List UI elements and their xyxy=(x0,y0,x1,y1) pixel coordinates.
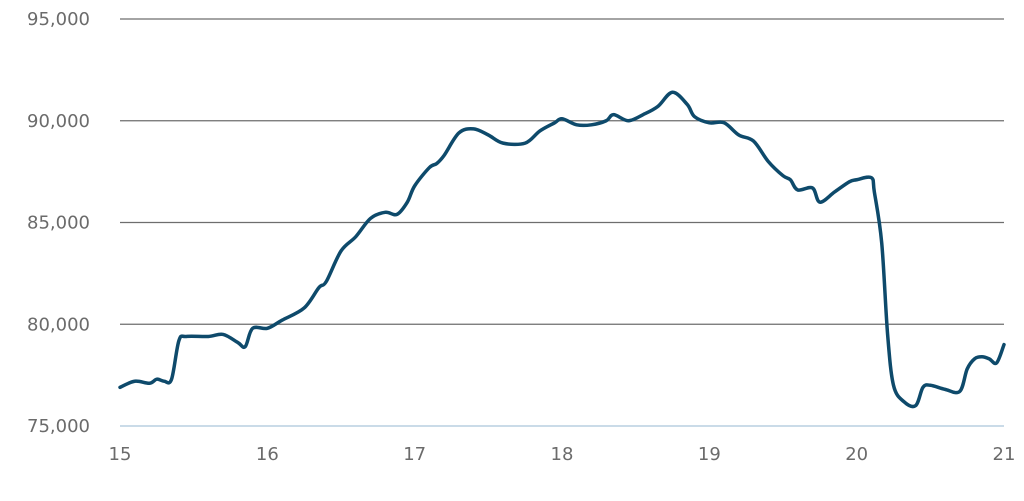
x-tick-label: 20 xyxy=(845,444,868,465)
y-tick-label: 75,000 xyxy=(27,416,90,437)
x-tick-label: 15 xyxy=(109,444,132,465)
x-tick-label: 19 xyxy=(698,444,721,465)
y-tick-label: 80,000 xyxy=(27,314,90,335)
y-tick-label: 90,000 xyxy=(27,111,90,132)
x-tick-label: 21 xyxy=(993,444,1016,465)
series-line xyxy=(118,90,1006,409)
x-tick-label: 16 xyxy=(256,444,279,465)
x-tick-label: 17 xyxy=(403,444,426,465)
axes: 75,000 80,000 85,000 90,000 95,000 15 16 17 18 19… xyxy=(27,9,1015,465)
x-tick-label: 18 xyxy=(551,444,574,465)
y-tick-label: 85,000 xyxy=(27,213,90,234)
y-tick-label: 95,000 xyxy=(27,9,90,30)
gridlines xyxy=(120,18,1004,427)
series-layer xyxy=(118,90,1006,409)
